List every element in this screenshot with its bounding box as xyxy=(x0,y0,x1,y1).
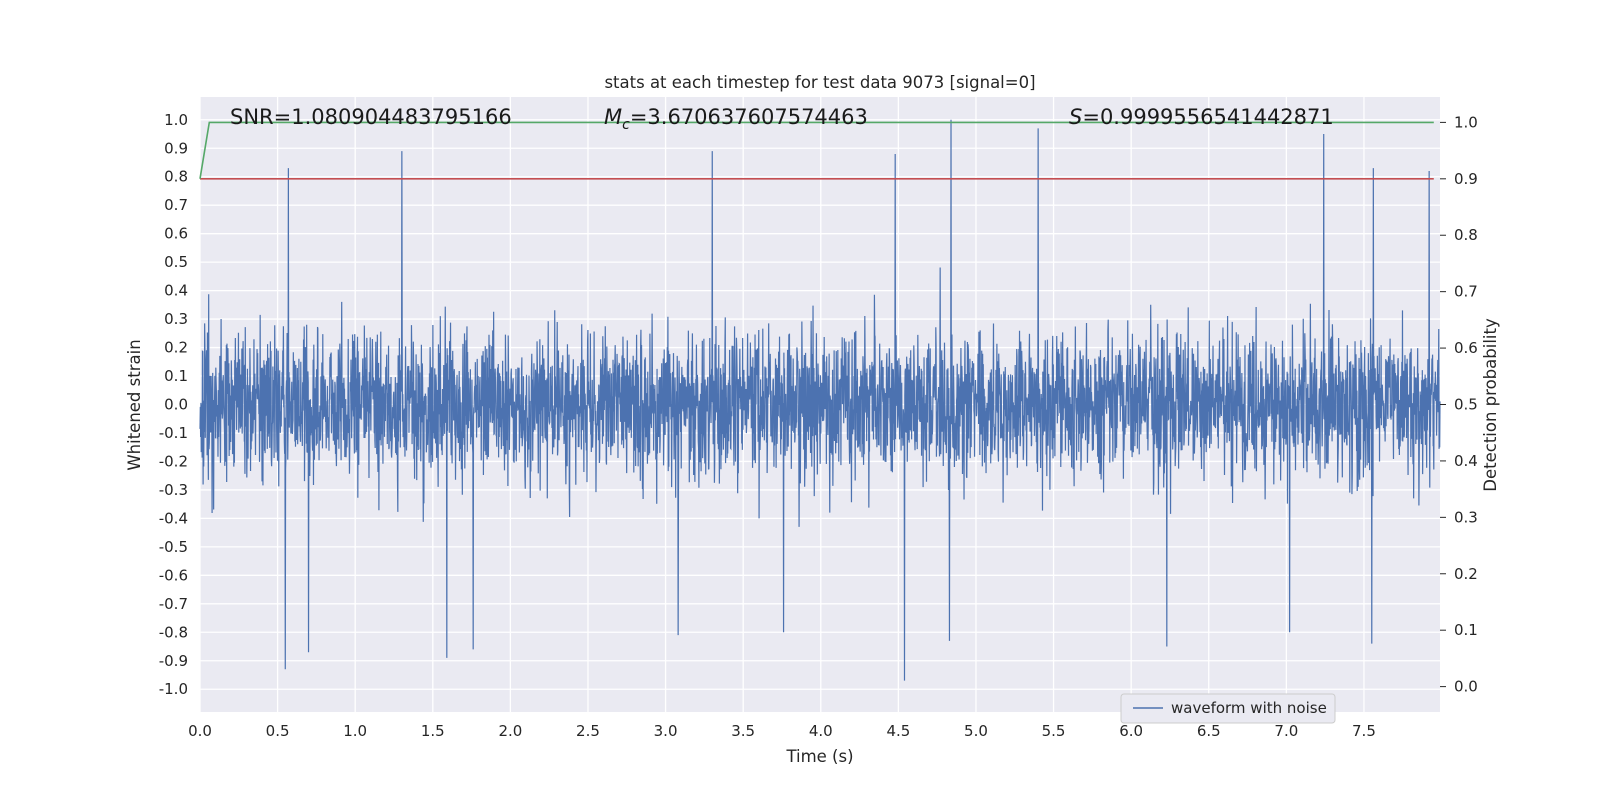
y2-axis-label: Detection probability xyxy=(1481,318,1500,492)
y2-tick-label: 0.4 xyxy=(1454,452,1478,470)
y-axis-ticks: 1.0 0.9 0.8 0.7 0.6 0.5 0.4 0.3 0.2 0.1 0.0 -0.1 -0.… xyxy=(159,111,188,698)
legend-box xyxy=(1120,693,1336,724)
y2-tick-label: 1.0 xyxy=(1454,113,1478,131)
waveform-line xyxy=(199,119,1441,681)
y-tick-label: 0.4 xyxy=(164,282,188,300)
significance-value: =0.9999556541442871 xyxy=(1082,105,1333,129)
y2-tick-label: 0.1 xyxy=(1454,621,1478,639)
legend-label: waveform with noise xyxy=(1171,699,1327,717)
significance-annotation: S=0.9999556541442871 xyxy=(1069,105,1334,129)
y2-tick-label: 0.2 xyxy=(1454,565,1478,583)
x-tick-label: 3.5 xyxy=(731,722,755,740)
y-tick-label: -0.2 xyxy=(159,452,188,470)
y2-tick-label: 0.0 xyxy=(1454,678,1478,696)
y2-axis-ticks: 1.0 0.9 0.8 0.7 0.6 0.5 0.4 0.3 0.2 0.1 0.0 xyxy=(1440,113,1478,696)
x-tick-label: 6.0 xyxy=(1119,722,1143,740)
y-tick-label: -0.5 xyxy=(159,538,188,556)
y-tick-label: -0.6 xyxy=(159,566,188,584)
x-tick-label: 1.5 xyxy=(421,722,445,740)
y-tick-label: -0.3 xyxy=(159,481,188,499)
probability-series xyxy=(199,121,1434,180)
y-tick-label: 0.0 xyxy=(164,396,188,414)
x-axis-label: Time (s) xyxy=(785,747,853,766)
x-tick-label: 1.0 xyxy=(343,722,367,740)
y-tick-label: -0.9 xyxy=(159,652,188,670)
y-tick-label: -0.8 xyxy=(159,623,188,641)
legend: waveform with noise xyxy=(1120,693,1336,724)
x-tick-label: 0.0 xyxy=(188,722,212,740)
x-tick-label: 0.5 xyxy=(266,722,290,740)
x-tick-label: 4.5 xyxy=(886,722,910,740)
y2-tick-label: 0.9 xyxy=(1454,170,1478,188)
x-axis-ticks: 0.0 0.5 1.0 1.5 2.0 2.5 3.0 3.5 4.0 4.5 5.0 5.5 6.0 6… xyxy=(188,722,1376,740)
y2-tick-label: 0.8 xyxy=(1454,226,1478,244)
y-tick-label: 0.2 xyxy=(164,339,188,357)
x-tick-label: 6.5 xyxy=(1197,722,1221,740)
waveform-series xyxy=(199,119,1441,681)
y-tick-label: 0.6 xyxy=(164,225,188,243)
x-tick-label: 5.5 xyxy=(1042,722,1066,740)
y-axis-label: Whitened strain xyxy=(125,339,144,470)
y-tick-label: -0.7 xyxy=(159,595,188,613)
x-tick-label: 5.0 xyxy=(964,722,988,740)
y-tick-label: 0.5 xyxy=(164,253,188,271)
chirp-mass-value: =3.670637607574463 xyxy=(630,105,868,129)
chart-title: stats at each timestep for test data 907… xyxy=(604,73,1035,92)
x-tick-label: 4.0 xyxy=(809,722,833,740)
significance-symbol: S xyxy=(1069,105,1082,129)
x-tick-label: 3.0 xyxy=(654,722,678,740)
y2-tick-label: 0.6 xyxy=(1454,339,1478,357)
y2-tick-label: 0.3 xyxy=(1454,508,1478,526)
y-tick-label: 0.1 xyxy=(164,367,188,385)
chirp-mass-symbol: M xyxy=(604,105,622,129)
y-tick-label: 0.7 xyxy=(164,196,188,214)
x-tick-label: 2.5 xyxy=(576,722,600,740)
y-tick-label: 1.0 xyxy=(164,111,188,129)
y-tick-label: 0.9 xyxy=(164,139,188,157)
y-tick-label: 0.3 xyxy=(164,310,188,328)
y-tick-label: -0.1 xyxy=(159,424,188,442)
y-tick-label: -0.4 xyxy=(159,509,188,527)
chirp-mass-annotation: Mc=3.670637607574463 xyxy=(604,105,868,133)
chirp-mass-subscript: c xyxy=(622,117,630,133)
y-tick-label: -1.0 xyxy=(159,680,188,698)
y2-tick-label: 0.7 xyxy=(1454,283,1478,301)
x-tick-label: 7.5 xyxy=(1352,722,1376,740)
detection-probability-line xyxy=(199,121,1434,179)
x-tick-label: 7.0 xyxy=(1274,722,1298,740)
x-tick-label: 2.0 xyxy=(498,722,522,740)
y2-tick-label: 0.5 xyxy=(1454,396,1478,414)
y-tick-label: 0.8 xyxy=(164,168,188,186)
snr-annotation: SNR=1.080904483795166 xyxy=(230,105,512,129)
